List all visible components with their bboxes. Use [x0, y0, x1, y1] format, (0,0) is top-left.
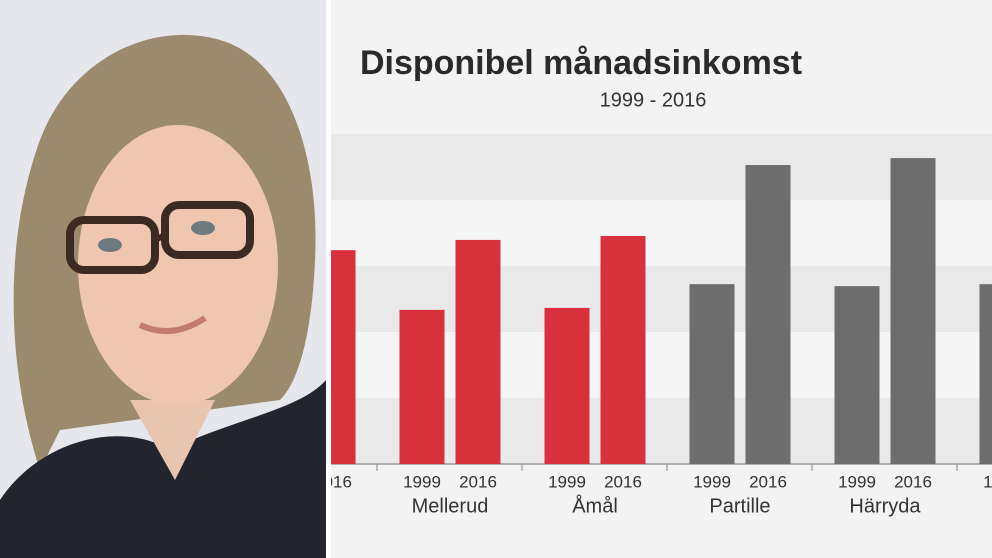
- year-label: 1999: [693, 472, 731, 491]
- year-label: 2016: [604, 472, 642, 491]
- band: [331, 134, 992, 200]
- chart-title: Disponibel månadsinkomst: [360, 44, 802, 82]
- year-label: 1999: [548, 472, 586, 491]
- year-label: 2016: [749, 472, 787, 491]
- chart: Disponibel månadsinkomst 1999 - 2016 Ed1…: [331, 0, 992, 558]
- chart-subtitle: 1999 - 2016: [600, 89, 707, 111]
- year-label: 1999: [403, 472, 441, 491]
- year-label: 1999: [983, 472, 992, 491]
- bar: [331, 250, 356, 464]
- group-label: Åmål: [572, 494, 618, 517]
- bar: [689, 284, 735, 464]
- bar: [544, 307, 590, 464]
- group-label: Partille: [709, 495, 770, 517]
- bar: [890, 158, 936, 464]
- band: [331, 200, 992, 266]
- bar: [745, 165, 791, 464]
- group-label: Mellerud: [412, 495, 489, 517]
- bar: [834, 286, 880, 464]
- year-label: 2016: [894, 472, 932, 491]
- bar: [979, 284, 992, 464]
- bar: [455, 239, 501, 464]
- year-label: 1999: [838, 472, 876, 491]
- bar: [600, 235, 646, 464]
- year-label: 2016: [331, 472, 352, 491]
- bar: [399, 309, 445, 464]
- group-label: Härryda: [849, 495, 921, 517]
- year-label: 2016: [459, 472, 497, 491]
- portrait-photo: [0, 0, 326, 558]
